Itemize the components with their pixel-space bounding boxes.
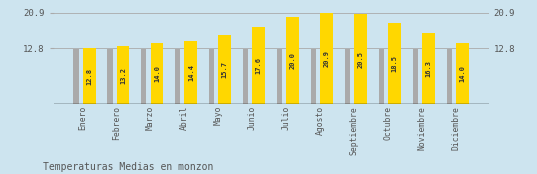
Bar [354, 14, 367, 104]
Bar [83, 48, 96, 104]
Text: 20.9: 20.9 [324, 50, 330, 67]
Bar [277, 49, 282, 104]
Bar [209, 49, 214, 104]
Bar [175, 49, 180, 104]
Bar [388, 23, 401, 104]
Bar [422, 33, 435, 104]
Bar [243, 49, 248, 104]
Bar [447, 49, 452, 104]
Bar [185, 41, 198, 104]
Bar [456, 43, 469, 104]
Text: 14.0: 14.0 [154, 65, 160, 82]
Text: 18.5: 18.5 [391, 55, 397, 72]
Text: 15.7: 15.7 [222, 61, 228, 78]
Text: 17.6: 17.6 [256, 57, 262, 74]
Text: 16.3: 16.3 [425, 60, 432, 77]
Text: 12.8: 12.8 [86, 68, 92, 85]
Bar [413, 49, 418, 104]
Text: 13.2: 13.2 [120, 67, 126, 84]
Bar [107, 49, 113, 104]
Bar [219, 35, 231, 104]
Bar [74, 49, 78, 104]
Bar [141, 49, 147, 104]
Text: 20.5: 20.5 [358, 51, 364, 68]
Bar [286, 17, 299, 104]
Bar [150, 43, 163, 104]
Bar [117, 46, 129, 104]
Bar [311, 49, 316, 104]
Bar [320, 13, 333, 104]
Text: 14.0: 14.0 [460, 65, 466, 82]
Bar [345, 49, 350, 104]
Bar [252, 27, 265, 104]
Text: 14.4: 14.4 [188, 64, 194, 81]
Bar [379, 49, 384, 104]
Text: 20.0: 20.0 [290, 52, 296, 69]
Text: Temperaturas Medias en monzon: Temperaturas Medias en monzon [43, 162, 213, 172]
